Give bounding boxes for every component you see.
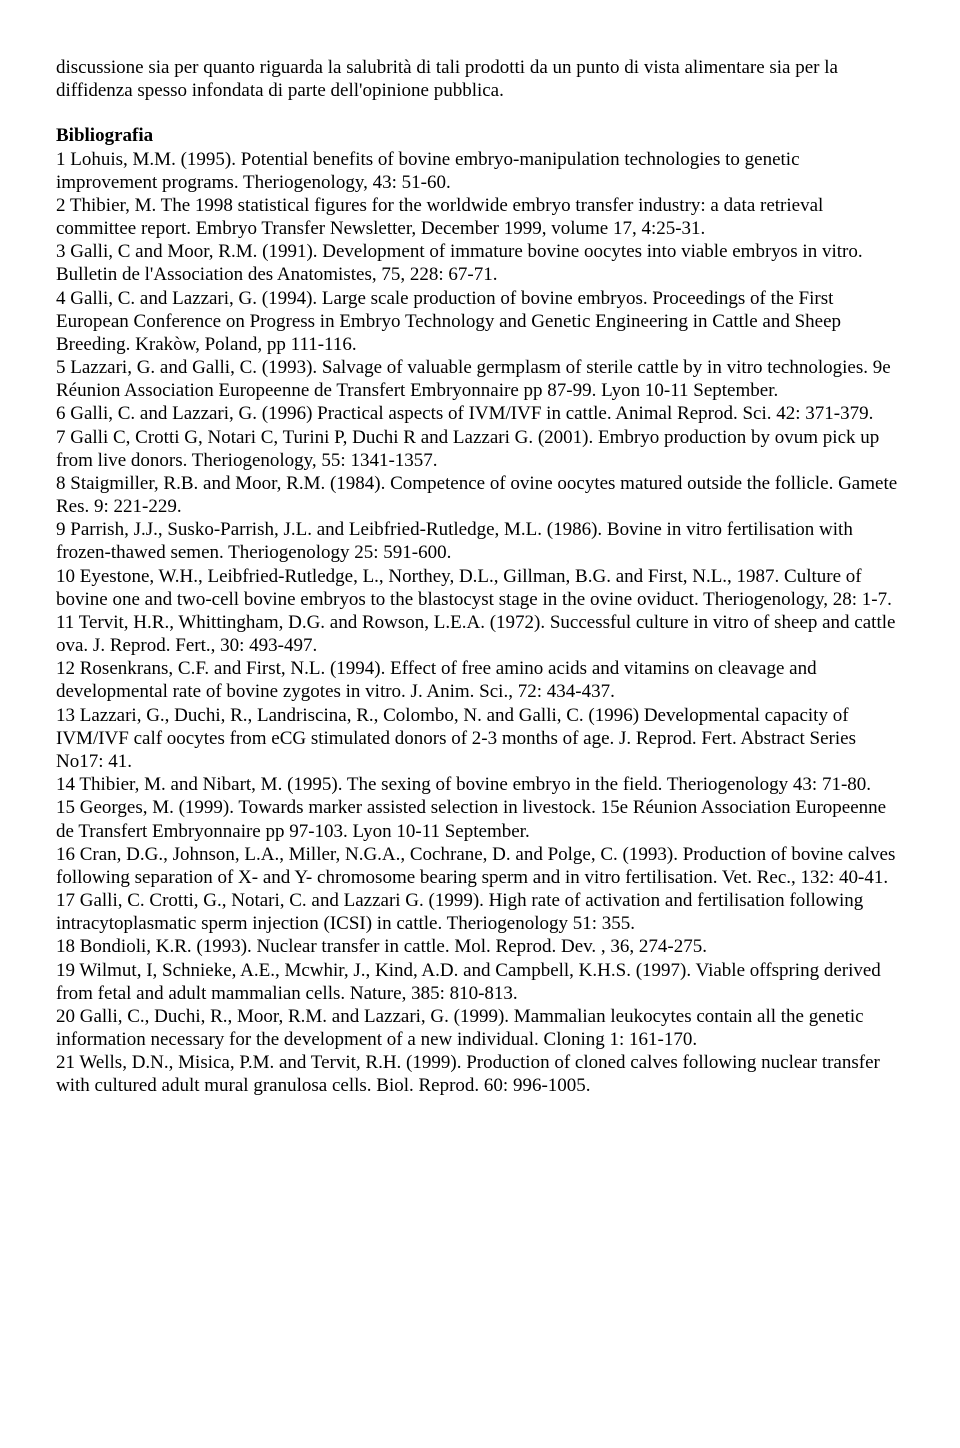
reference-11: 11 Tervit, H.R., Whittingham, D.G. and R… (56, 611, 904, 657)
reference-14: 14 Thibier, M. and Nibart, M. (1995). Th… (56, 773, 904, 796)
reference-6: 6 Galli, C. and Lazzari, G. (1996) Pract… (56, 402, 904, 425)
reference-13: 13 Lazzari, G., Duchi, R., Landriscina, … (56, 704, 904, 774)
reference-17: 17 Galli, C. Crotti, G., Notari, C. and … (56, 889, 904, 935)
reference-3: 3 Galli, C and Moor, R.M. (1991). Develo… (56, 240, 904, 286)
reference-1: 1 Lohuis, M.M. (1995). Potential benefit… (56, 148, 904, 194)
reference-9: 9 Parrish, J.J., Susko-Parrish, J.L. and… (56, 518, 904, 564)
reference-10: 10 Eyestone, W.H., Leibfried-Rutledge, L… (56, 565, 904, 611)
reference-16: 16 Cran, D.G., Johnson, L.A., Miller, N.… (56, 843, 904, 889)
reference-21: 21 Wells, D.N., Misica, P.M. and Tervit,… (56, 1051, 904, 1097)
reference-7: 7 Galli C, Crotti G, Notari C, Turini P,… (56, 426, 904, 472)
reference-19: 19 Wilmut, I, Schnieke, A.E., Mcwhir, J.… (56, 959, 904, 1005)
reference-8: 8 Staigmiller, R.B. and Moor, R.M. (1984… (56, 472, 904, 518)
bibliography-heading: Bibliografia (56, 124, 904, 147)
reference-4: 4 Galli, C. and Lazzari, G. (1994). Larg… (56, 287, 904, 357)
reference-15: 15 Georges, M. (1999). Towards marker as… (56, 796, 904, 842)
reference-5: 5 Lazzari, G. and Galli, C. (1993). Salv… (56, 356, 904, 402)
reference-2: 2 Thibier, M. The 1998 statistical figur… (56, 194, 904, 240)
intro-paragraph: discussione sia per quanto riguarda la s… (56, 56, 904, 102)
reference-12: 12 Rosenkrans, C.F. and First, N.L. (199… (56, 657, 904, 703)
reference-18: 18 Bondioli, K.R. (1993). Nuclear transf… (56, 935, 904, 958)
reference-20: 20 Galli, C., Duchi, R., Moor, R.M. and … (56, 1005, 904, 1051)
spacer (56, 102, 904, 124)
